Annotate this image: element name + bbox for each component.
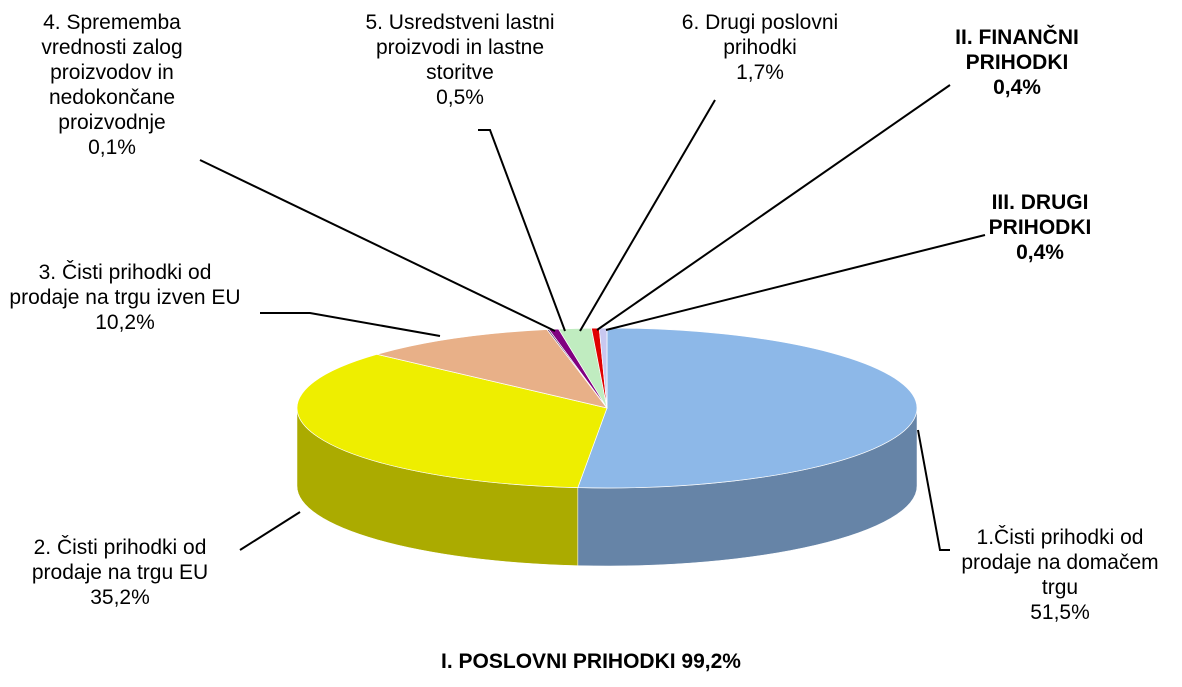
chart-title: I. POSLOVNI PRIHODKI 99,2% bbox=[441, 650, 741, 673]
leader-line bbox=[260, 312, 441, 337]
value-label: 0,1% bbox=[88, 136, 136, 159]
category-label: 4. Sprememba vrednosti zalog proizvodov … bbox=[41, 11, 183, 134]
slice-label: III. DRUGI PRIHODKI 0,4% bbox=[965, 190, 1115, 265]
category-label: 2. Čisti prihodki od prodaje na trgu EU bbox=[31, 536, 209, 584]
slice bbox=[577, 327, 918, 489]
slice-label: 5. Usredstveni lastni proizvodi in lastn… bbox=[365, 10, 555, 110]
category-label: II. FINANČNI PRIHODKI bbox=[955, 26, 1079, 74]
value-label: 0,4% bbox=[993, 76, 1041, 99]
value-label: 0,5% bbox=[436, 86, 484, 109]
value-label: 0,4% bbox=[1016, 241, 1064, 264]
slice bbox=[296, 353, 608, 489]
slice-label: II. FINANČNI PRIHODKI 0,4% bbox=[927, 25, 1107, 100]
value-label: 1,7% bbox=[736, 61, 784, 84]
slice-label: 1.Čisti prihodki od prodaje na domačem t… bbox=[955, 525, 1165, 625]
category-label: 6. Drugi poslovni prihodki bbox=[681, 11, 839, 59]
slice-label: 4. Sprememba vrednosti zalog proizvodov … bbox=[7, 10, 217, 160]
leader-line bbox=[596, 84, 951, 331]
slice bbox=[375, 329, 608, 409]
value-label: 51,5% bbox=[1030, 601, 1090, 624]
category-label: 3. Čisti prihodki od prodaje na trgu izv… bbox=[9, 261, 241, 309]
leader-line bbox=[917, 429, 950, 551]
leader-line bbox=[199, 159, 556, 332]
value-label: 10,2% bbox=[95, 311, 155, 334]
slice-label: 2. Čisti prihodki od prodaje na trgu EU 3… bbox=[5, 535, 235, 610]
leader-line bbox=[605, 234, 986, 331]
leader-line bbox=[478, 129, 566, 332]
value-label: 35,2% bbox=[90, 586, 150, 609]
leader-line bbox=[239, 511, 301, 551]
slice-label: 6. Drugi poslovni prihodki 1,7% bbox=[665, 10, 855, 85]
category-label: 1.Čisti prihodki od prodaje na domačem t… bbox=[961, 526, 1159, 599]
category-label: 5. Usredstveni lastni proizvodi in lastn… bbox=[365, 11, 555, 84]
leader-line bbox=[579, 99, 716, 332]
category-label: III. DRUGI PRIHODKI bbox=[988, 191, 1092, 239]
slice-label: 3. Čisti prihodki od prodaje na trgu izv… bbox=[5, 260, 245, 335]
